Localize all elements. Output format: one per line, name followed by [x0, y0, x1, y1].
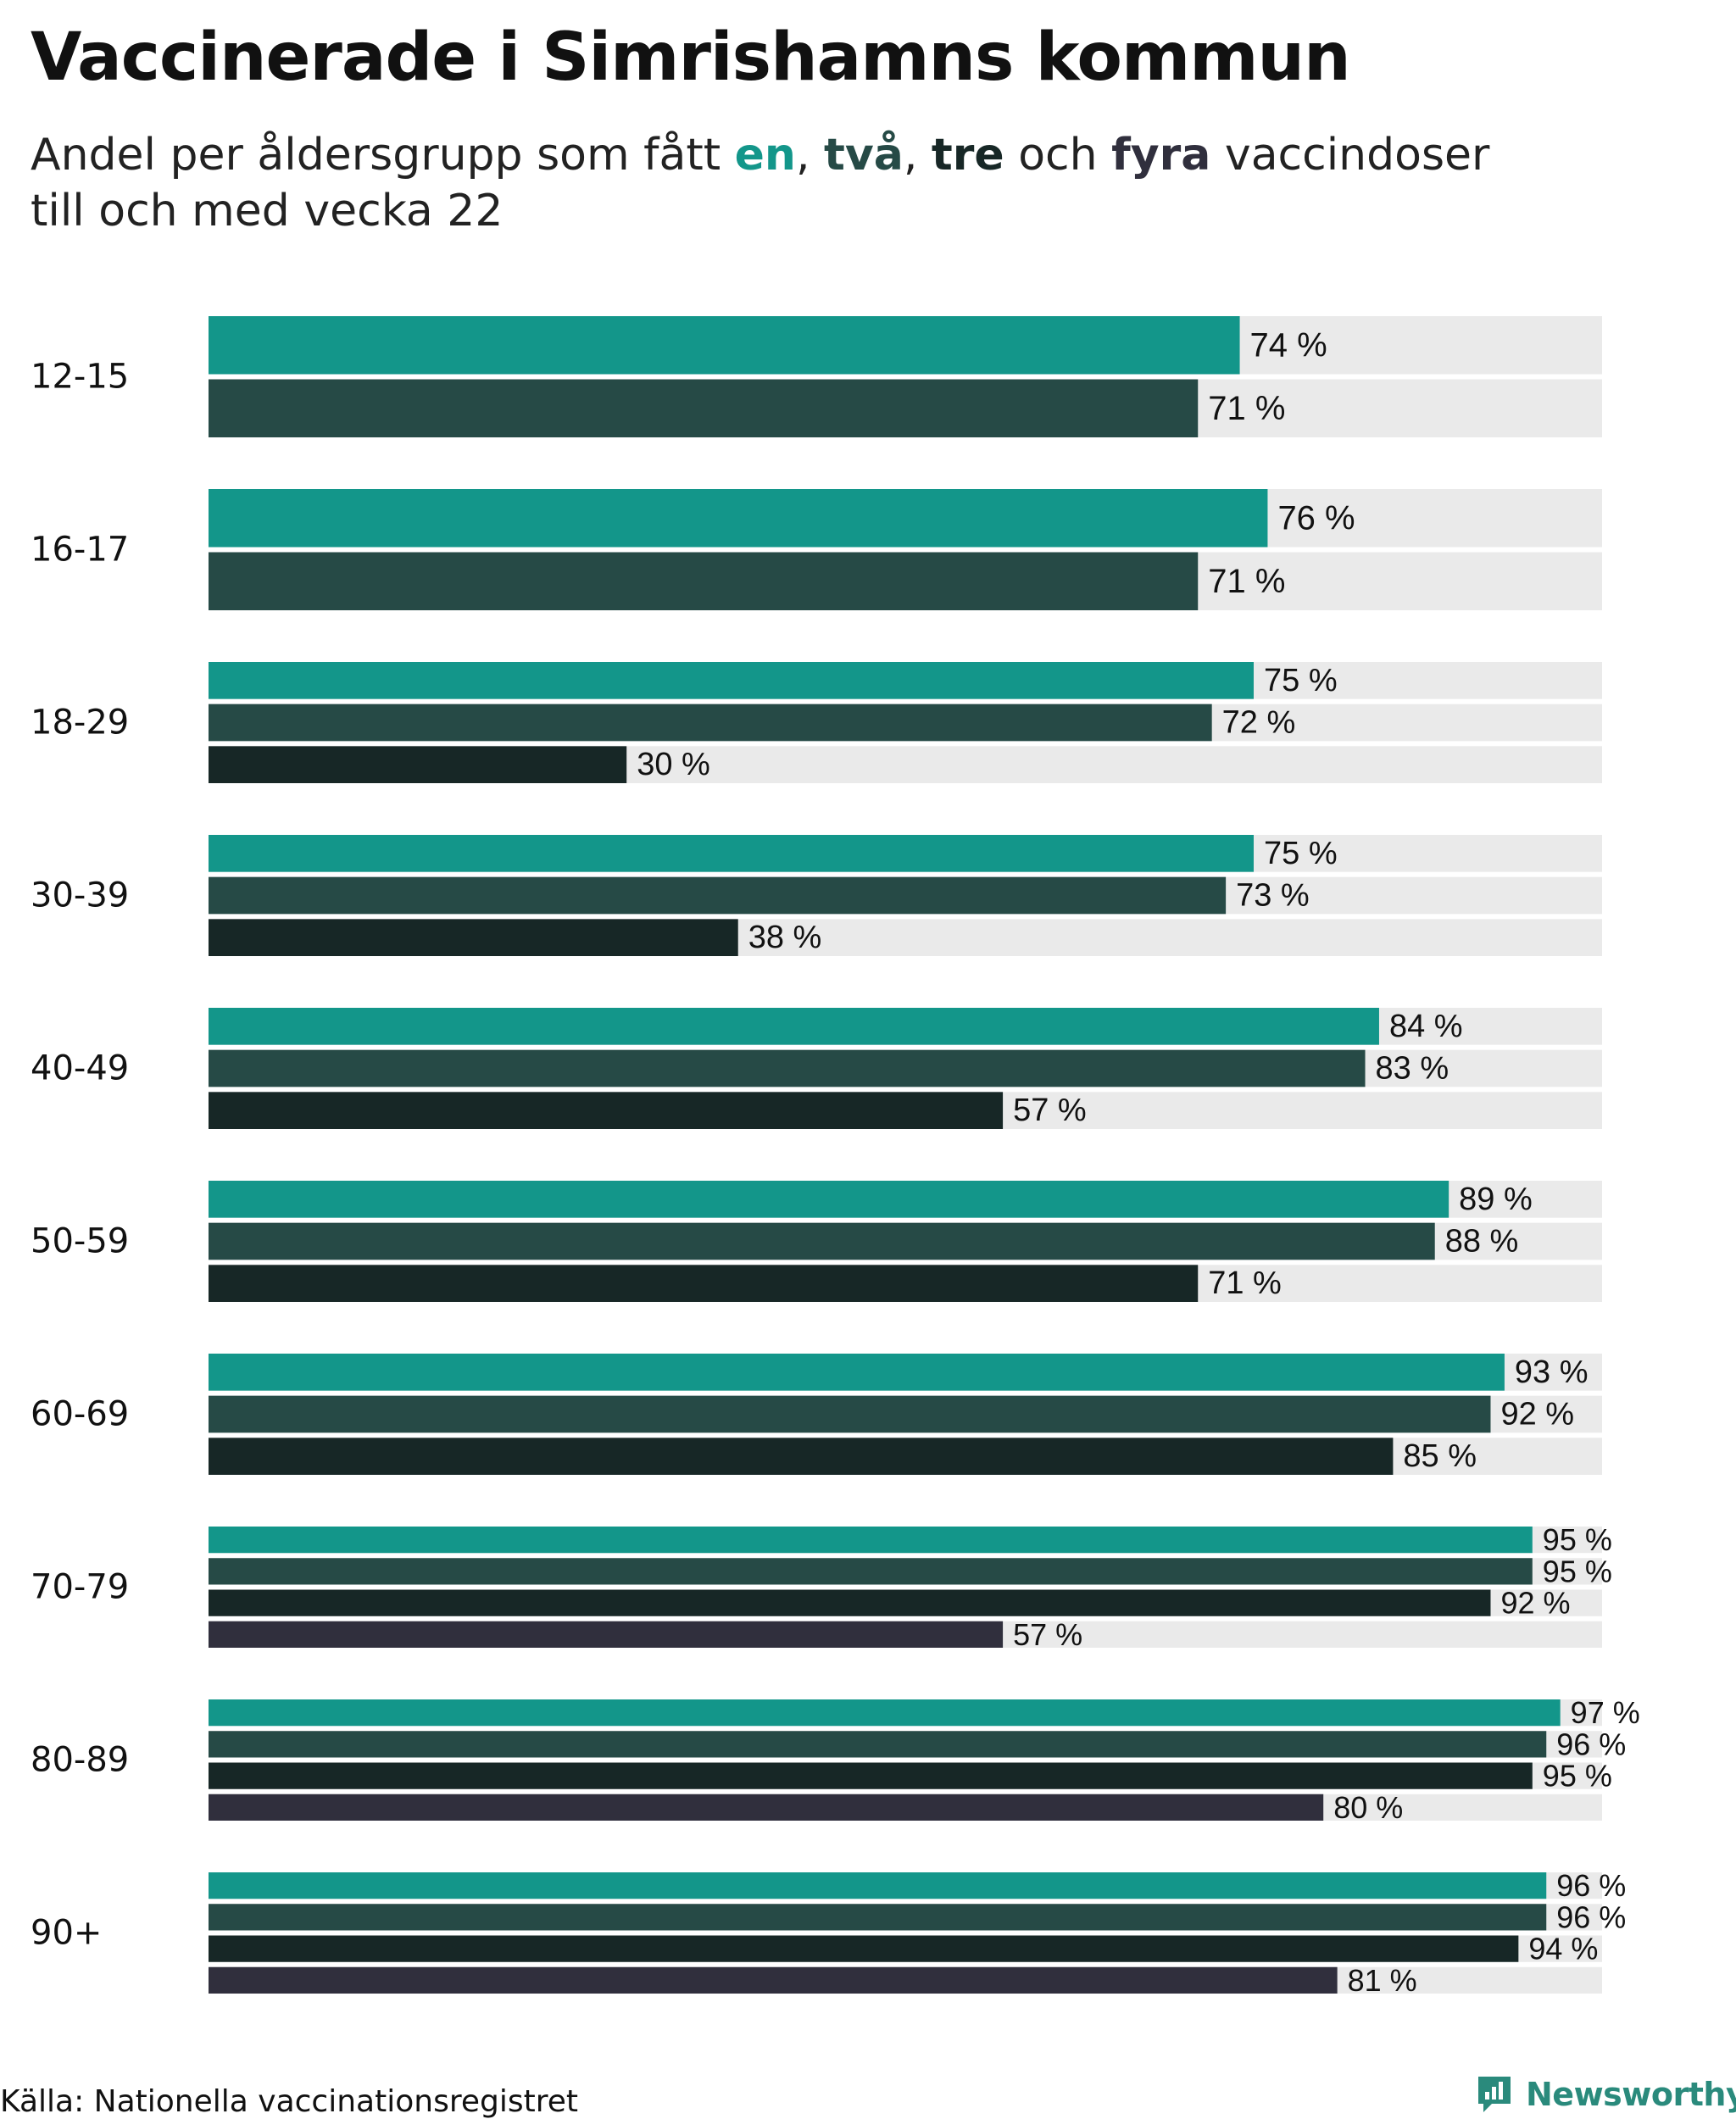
data-label: 96 % — [1556, 1868, 1626, 1903]
bar-två — [209, 1731, 1547, 1758]
data-label: 75 % — [1264, 663, 1338, 698]
subtitle-prefix: Andel per åldersgrupp som fått — [31, 130, 735, 181]
bar-group-40-49: 40-49 84 % 83 % 57 % — [31, 1008, 1602, 1129]
bar-tre — [209, 1438, 1394, 1475]
data-label: 38 % — [748, 920, 822, 955]
data-label: 95 % — [1543, 1759, 1612, 1794]
data-label: 57 % — [1013, 1617, 1082, 1652]
data-label: 94 % — [1528, 1932, 1598, 1966]
category-label: 80-89 — [31, 1741, 129, 1780]
subtitle-line-2: till och med vecka 22 — [31, 186, 504, 236]
bar-tre — [209, 1589, 1491, 1616]
subtitle-separator-1: , — [795, 130, 825, 181]
subtitle-suffix: vaccindoser — [1210, 130, 1490, 181]
category-label: 70-79 — [31, 1568, 129, 1607]
legend-dose-1: en — [734, 130, 796, 181]
data-label: 81 % — [1348, 1963, 1417, 1998]
bar-en — [209, 1354, 1505, 1391]
bar-group-30-39: 30-39 75 % 73 % 38 % — [31, 835, 1602, 956]
data-label: 71 % — [1208, 563, 1285, 600]
data-label: 80 % — [1333, 1790, 1403, 1825]
data-label: 95 % — [1543, 1522, 1612, 1557]
category-label: 18-29 — [31, 704, 129, 742]
bar-group-12-15: 12-15 74 % 71 % — [31, 316, 1602, 437]
bar-fyra — [209, 1966, 1338, 1994]
bar-tre — [209, 1762, 1533, 1789]
data-label: 84 % — [1389, 1009, 1463, 1044]
bar-en — [209, 662, 1254, 699]
data-label: 57 % — [1013, 1093, 1087, 1128]
source-note: Källa: Nationella vaccinationsregistret — [0, 2084, 578, 2119]
bar-två — [209, 1904, 1547, 1931]
category-label: 16-17 — [31, 531, 129, 570]
subtitle-separator-2: , — [903, 130, 932, 181]
chart-subtitle: Andel per åldersgrupp som fått en, två, … — [31, 127, 1641, 239]
bar-två — [209, 876, 1227, 915]
bar-två — [209, 1222, 1435, 1260]
bar-group-90+: 90+96 %96 %94 %81 % — [31, 1868, 1626, 1998]
bar-en — [209, 1181, 1449, 1218]
data-label: 30 % — [637, 747, 710, 782]
bar-group-18-29: 18-29 75 % 72 % 30 % — [31, 662, 1602, 783]
data-label: 85 % — [1403, 1438, 1477, 1474]
bar-tre — [209, 1935, 1519, 1962]
data-label: 93 % — [1515, 1354, 1589, 1390]
bar-group-60-69: 60-69 93 % 92 % 85 % — [31, 1354, 1602, 1475]
data-label: 71 % — [1208, 390, 1285, 427]
bar-en — [209, 1699, 1561, 1727]
bar-två — [209, 1395, 1491, 1433]
bar-group-50-59: 50-59 89 % 88 % 71 % — [31, 1181, 1602, 1302]
brand-name: Newsworthy — [1526, 2076, 1736, 2113]
chart-title: Vaccinerade i Simrishamns kommun — [31, 19, 1351, 96]
bar-två — [209, 1558, 1533, 1585]
bar-två — [209, 552, 1199, 610]
bar-group-16-17: 16-17 76 % 71 % — [31, 489, 1602, 610]
bar-tre — [209, 746, 627, 783]
data-label: 96 % — [1556, 1727, 1626, 1761]
bar-fyra — [209, 1794, 1324, 1821]
bar-en — [209, 1008, 1379, 1045]
data-label: 95 % — [1543, 1554, 1612, 1588]
category-label: 90+ — [31, 1914, 102, 1953]
data-label: 92 % — [1500, 1397, 1574, 1432]
subtitle-separator-3: och — [1004, 130, 1112, 181]
legend-dose-2: två — [824, 130, 904, 181]
bar-två — [209, 379, 1199, 437]
bar-en — [209, 316, 1240, 375]
bar-fyra — [209, 1621, 1004, 1648]
data-label: 76 % — [1277, 499, 1355, 537]
data-label: 96 % — [1556, 1899, 1626, 1934]
legend-dose-4: fyra — [1111, 130, 1211, 181]
data-label: 97 % — [1571, 1695, 1640, 1730]
data-label: 92 % — [1500, 1586, 1570, 1621]
legend-dose-3: tre — [931, 130, 1004, 181]
data-label: 88 % — [1445, 1224, 1519, 1260]
brand-logo: Newsworthy — [1475, 2070, 1736, 2119]
bar-tre — [209, 919, 738, 956]
bar-en — [209, 835, 1254, 872]
bar-chart: 12-15 74 % 71 % 16-17 76 % 71 % 18-29 75 % 72 % 3… — [31, 316, 1640, 1998]
data-label: 73 % — [1236, 878, 1310, 914]
bar-en — [209, 489, 1268, 548]
category-label: 50-59 — [31, 1222, 129, 1261]
category-label: 40-49 — [31, 1049, 129, 1088]
bar-tre — [209, 1092, 1004, 1129]
bar-två — [209, 704, 1212, 742]
category-label: 60-69 — [31, 1395, 129, 1434]
bar-en — [209, 1527, 1533, 1554]
category-label: 30-39 — [31, 876, 129, 915]
data-label: 74 % — [1250, 326, 1327, 364]
bar-group-80-89: 80-89 97 %96 %95 % 80 % — [31, 1695, 1640, 1825]
bar-en — [209, 1872, 1547, 1899]
bar-tre — [209, 1265, 1199, 1302]
data-label: 83 % — [1376, 1051, 1449, 1087]
data-label: 89 % — [1459, 1182, 1533, 1217]
data-label: 72 % — [1222, 705, 1296, 741]
category-label: 12-15 — [31, 358, 129, 397]
newsworthy-logo-icon — [1478, 2077, 1511, 2112]
data-label: 75 % — [1264, 836, 1338, 871]
bar-två — [209, 1049, 1366, 1087]
data-label: 71 % — [1208, 1265, 1282, 1301]
